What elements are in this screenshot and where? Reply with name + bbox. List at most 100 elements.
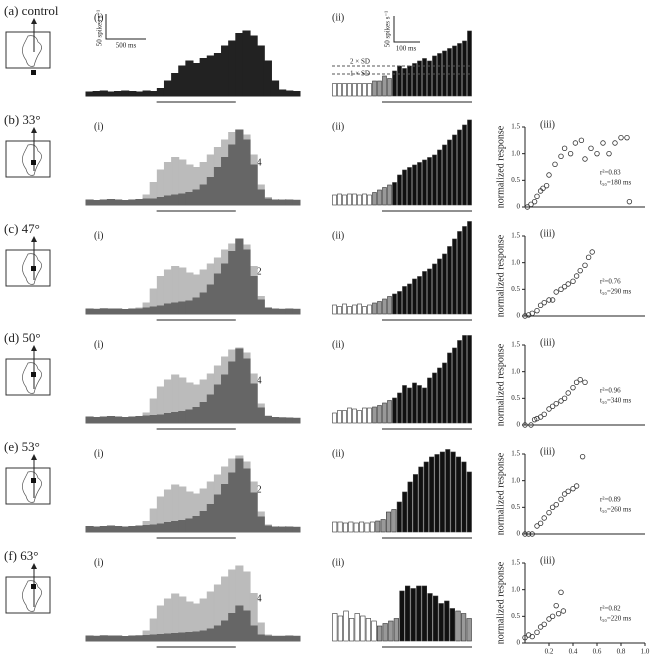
sub-label: (ii) — [332, 557, 344, 568]
bar — [397, 174, 402, 206]
psth-bin — [106, 416, 116, 424]
bar — [337, 521, 343, 533]
bar — [439, 451, 445, 533]
bar — [332, 521, 338, 533]
psth-bin — [256, 634, 265, 642]
panel-label: (d) 50° — [4, 330, 41, 345]
bar — [347, 193, 352, 206]
data-point — [522, 422, 528, 428]
y-tick-label: 1.0 — [511, 585, 520, 593]
bar — [427, 268, 432, 315]
data-point — [612, 140, 618, 146]
psth-bin — [285, 90, 294, 97]
data-point — [565, 488, 571, 495]
data-point — [582, 379, 588, 386]
psth-bin — [92, 526, 101, 533]
bar — [377, 80, 382, 97]
psth-bin — [185, 409, 194, 424]
bar — [452, 238, 457, 315]
sub-label: (i) — [94, 557, 103, 568]
psth-bin — [99, 308, 108, 315]
rf-outline — [22, 35, 42, 67]
bar — [365, 618, 372, 642]
bar — [393, 618, 400, 642]
data-point — [549, 504, 556, 511]
bar — [337, 615, 344, 642]
psth-bin — [135, 91, 144, 97]
psth-bin — [228, 40, 237, 97]
psth-bin — [178, 632, 187, 642]
psth-bin — [228, 613, 237, 642]
bar — [332, 412, 337, 424]
psth-bin — [114, 416, 123, 424]
bar — [360, 615, 366, 642]
data-point — [555, 610, 562, 617]
psth-bin — [149, 198, 158, 206]
y-axis-label: normalized response — [495, 125, 506, 208]
bar — [442, 144, 447, 206]
psth-bin — [263, 525, 272, 533]
psth-bin — [270, 80, 280, 97]
bar — [392, 182, 397, 206]
psth-bin — [156, 305, 165, 315]
sub-label: (ii) — [332, 12, 344, 23]
psth-bin — [278, 309, 287, 315]
fit-stat: t₅₀=220 ms — [600, 615, 631, 623]
bar — [347, 407, 352, 424]
data-point — [553, 602, 559, 609]
data-point — [600, 140, 606, 146]
bar — [462, 226, 467, 315]
sub-label: (i) — [94, 121, 103, 132]
psth-bin — [171, 302, 180, 315]
bar — [348, 618, 355, 642]
psth-bin — [192, 63, 201, 97]
bar — [437, 258, 442, 315]
psth-bin — [92, 200, 101, 206]
bar — [467, 119, 472, 206]
data-point — [573, 483, 580, 489]
x-tick-label: 0.2 — [545, 648, 554, 656]
rf-outline — [22, 362, 42, 394]
bar — [342, 303, 347, 315]
bar — [332, 304, 337, 315]
psth-bin — [263, 307, 272, 315]
scale-bar — [393, 16, 420, 43]
sub-label: (iii) — [540, 119, 555, 130]
data-point — [534, 307, 540, 314]
psth-bin — [263, 198, 272, 206]
bar — [412, 63, 417, 97]
psth-bin — [235, 458, 244, 533]
psth-bin — [249, 35, 258, 97]
sd-label: 1 × SD — [350, 70, 370, 78]
psth-bin — [149, 415, 158, 424]
psth-bin — [178, 301, 187, 315]
bar — [429, 456, 435, 533]
psth-bin — [235, 238, 244, 315]
sub-label: (iii) — [540, 555, 555, 566]
stimulus-square — [31, 478, 36, 483]
bar — [402, 169, 407, 206]
psth-bin — [199, 184, 208, 206]
bar — [444, 600, 450, 642]
psth-bin — [206, 628, 215, 642]
psth-bin — [278, 527, 287, 533]
bar — [352, 408, 357, 424]
data-point — [529, 531, 535, 537]
sub-label: (iii) — [540, 337, 555, 348]
psth-bin — [249, 276, 258, 315]
bar — [337, 193, 342, 206]
bar — [407, 387, 412, 424]
data-point — [588, 145, 594, 152]
axes — [524, 454, 645, 535]
psth-bin — [142, 525, 151, 533]
bar — [362, 306, 367, 315]
data-point — [534, 629, 540, 636]
psth-bin — [242, 30, 251, 97]
stimulus-frame — [5, 576, 51, 614]
psth-bin — [128, 308, 137, 315]
bar — [417, 385, 422, 424]
data-point — [546, 509, 552, 516]
psth-bin — [206, 284, 215, 315]
bar — [332, 194, 337, 206]
